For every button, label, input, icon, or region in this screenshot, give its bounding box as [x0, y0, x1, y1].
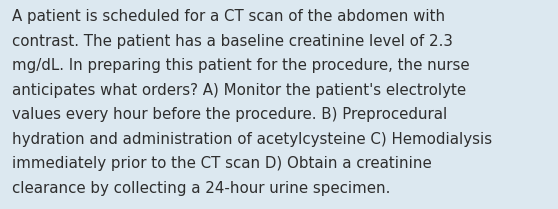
Text: immediately prior to the CT scan D) Obtain a creatinine: immediately prior to the CT scan D) Obta…	[12, 156, 432, 171]
Text: mg/dL. In preparing this patient for the procedure, the nurse: mg/dL. In preparing this patient for the…	[12, 58, 470, 73]
Text: contrast. The patient has a baseline creatinine level of 2.3: contrast. The patient has a baseline cre…	[12, 34, 453, 49]
Text: values every hour before the procedure. B) Preprocedural: values every hour before the procedure. …	[12, 107, 448, 122]
Text: clearance by collecting a 24-hour urine specimen.: clearance by collecting a 24-hour urine …	[12, 181, 391, 196]
Text: hydration and administration of acetylcysteine C) Hemodialysis: hydration and administration of acetylcy…	[12, 132, 492, 147]
Text: A patient is scheduled for a CT scan of the abdomen with: A patient is scheduled for a CT scan of …	[12, 9, 445, 24]
Text: anticipates what orders? A) Monitor the patient's electrolyte: anticipates what orders? A) Monitor the …	[12, 83, 466, 98]
